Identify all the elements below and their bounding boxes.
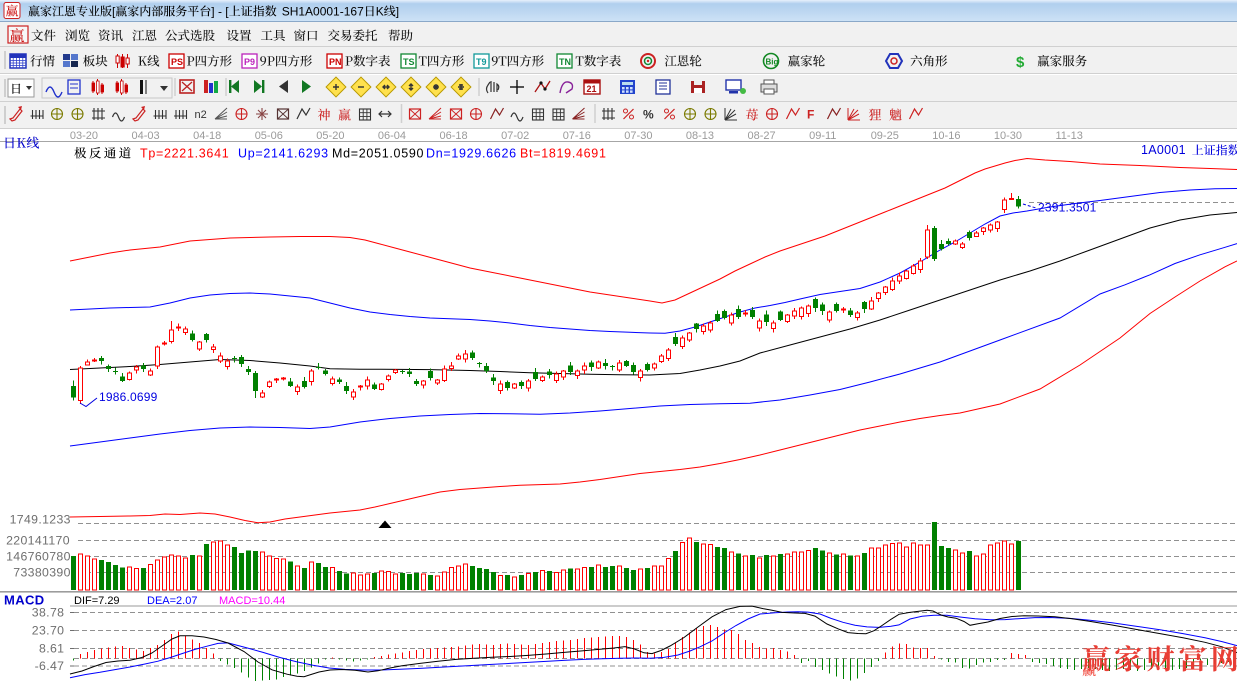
svg-text:10-30: 10-30: [994, 130, 1022, 142]
svg-text:38.78: 38.78: [32, 606, 65, 620]
svg-text:n2: n2: [195, 109, 207, 121]
svg-text:21: 21: [587, 84, 597, 94]
svg-text:DIF=7.29: DIF=7.29: [74, 595, 120, 607]
svg-text:220141170: 220141170: [6, 534, 70, 548]
svg-text:-6.47: -6.47: [35, 659, 65, 673]
svg-text:1986.0699: 1986.0699: [99, 390, 158, 404]
svg-text:Up=2141.6293: Up=2141.6293: [238, 147, 329, 161]
svg-text:T9: T9: [476, 57, 487, 67]
svg-text:23.70: 23.70: [32, 623, 65, 637]
svg-text:06-18: 06-18: [440, 130, 468, 142]
svg-text:Bt=1819.4691: Bt=1819.4691: [520, 147, 607, 161]
svg-text:P9: P9: [244, 57, 255, 67]
svg-text:PS: PS: [171, 57, 183, 67]
svg-text:8.61: 8.61: [39, 641, 64, 655]
svg-text:07-16: 07-16: [563, 130, 591, 142]
svg-text:MACD: MACD: [4, 593, 45, 608]
svg-text:08-13: 08-13: [686, 130, 714, 142]
svg-text:09-25: 09-25: [871, 130, 899, 142]
svg-text:SH1A0001-167: SH1A0001-167: [282, 5, 364, 19]
svg-text:Big: Big: [766, 58, 779, 67]
svg-text:TS: TS: [403, 57, 415, 67]
svg-text:1749.1233: 1749.1233: [10, 513, 71, 527]
svg-text:10-16: 10-16: [932, 130, 960, 142]
svg-text:$: $: [1016, 54, 1025, 71]
svg-text:Tp=2221.3641: Tp=2221.3641: [140, 147, 229, 161]
svg-text:06-04: 06-04: [378, 130, 406, 142]
svg-text:1A0001: 1A0001: [1141, 143, 1186, 157]
svg-text:73380390: 73380390: [13, 566, 71, 580]
svg-text:09-11: 09-11: [809, 130, 836, 142]
svg-text:F: F: [807, 108, 814, 122]
svg-text:07-30: 07-30: [624, 130, 652, 142]
svg-text:04-03: 04-03: [132, 130, 160, 142]
svg-text:MACD=10.44: MACD=10.44: [219, 595, 285, 607]
svg-text:Md=2051.0590: Md=2051.0590: [332, 147, 424, 161]
svg-text:Dn=1929.6626: Dn=1929.6626: [426, 147, 517, 161]
svg-text:146760780: 146760780: [6, 550, 71, 564]
svg-text:03-20: 03-20: [70, 130, 98, 142]
svg-text:DEA=2.07: DEA=2.07: [147, 595, 197, 607]
svg-text:[: [: [112, 5, 116, 19]
svg-text:05-06: 05-06: [255, 130, 283, 142]
svg-text:]: ]: [396, 5, 399, 19]
svg-text:PN: PN: [329, 57, 342, 67]
svg-text:04-18: 04-18: [193, 130, 221, 142]
svg-text:05-20: 05-20: [316, 130, 344, 142]
svg-text:11-13: 11-13: [1056, 130, 1083, 142]
svg-text:07-02: 07-02: [501, 130, 529, 142]
svg-text:] - [: ] - [: [211, 5, 229, 19]
svg-text:2391.3501: 2391.3501: [1038, 201, 1097, 215]
svg-text:%: %: [643, 108, 654, 122]
svg-text:K: K: [376, 5, 384, 19]
svg-text:08-27: 08-27: [748, 130, 776, 142]
svg-text:TN: TN: [559, 57, 571, 67]
